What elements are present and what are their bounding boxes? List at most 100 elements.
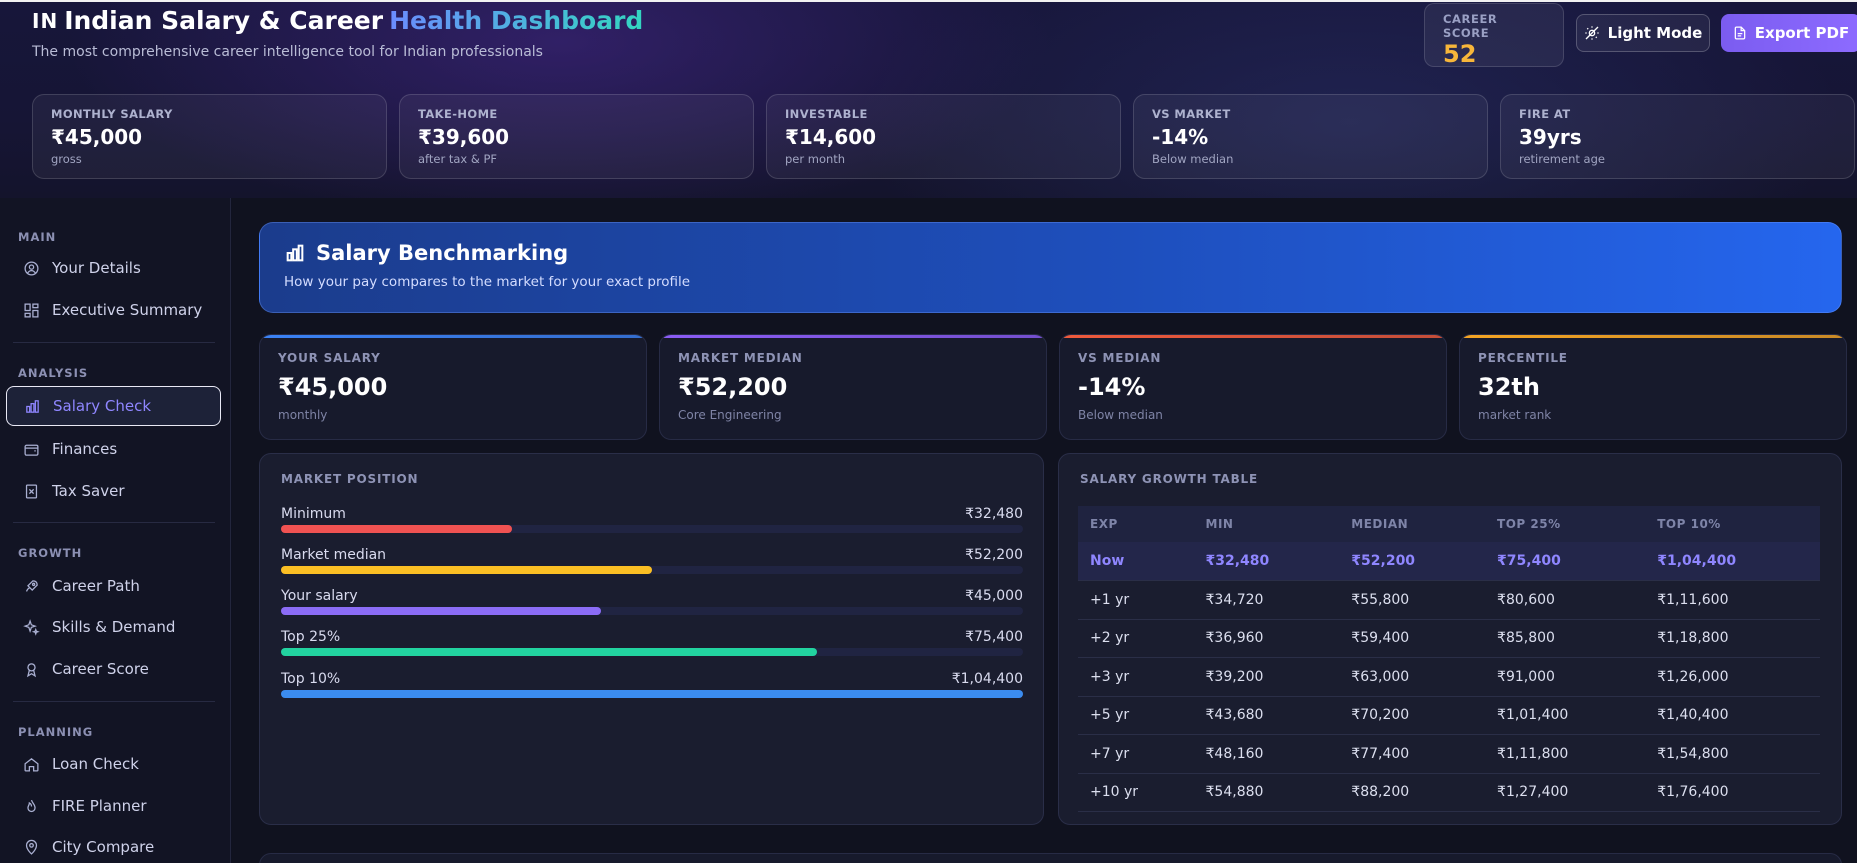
position-label: Minimum	[281, 506, 346, 522]
stat-vs-market: VS MARKET -14% Below median	[1133, 94, 1488, 179]
app-title: IN Indian Salary & Career Health Dashboa…	[32, 6, 643, 35]
table-cell: ₹1,76,400	[1645, 773, 1820, 812]
metric-percentile: PERCENTILE 32th market rank	[1459, 334, 1847, 440]
sidebar-item-label: Career Path	[52, 577, 140, 595]
file-icon	[1734, 26, 1746, 40]
position-amount: ₹75,400	[965, 629, 1023, 645]
career-score-label: CAREER SCORE	[1443, 12, 1498, 40]
india-flag-label: IN	[32, 8, 59, 33]
column-header: MEDIAN	[1339, 506, 1486, 542]
table-cell: ₹32,480	[1193, 542, 1340, 581]
sidebar-item-label: Skills & Demand	[52, 618, 176, 636]
position-label: Top 10%	[281, 671, 341, 687]
position-amount: ₹45,000	[965, 588, 1023, 604]
metric-label: PERCENTILE	[1478, 351, 1568, 365]
wallet-icon	[24, 444, 39, 456]
stat-label: MONTHLY SALARY	[51, 107, 173, 121]
dashboard-grid-icon	[24, 302, 39, 318]
sidebar-item-skills-demand[interactable]: Skills & Demand	[6, 607, 221, 647]
sidebar-item-your-details[interactable]: Your Details	[6, 248, 221, 288]
table-row: +10 yr ₹54,880 ₹88,200 ₹1,27,400 ₹1,76,400	[1078, 773, 1820, 812]
sidebar-item-label: FIRE Planner	[52, 797, 147, 815]
position-label: Top 25%	[281, 629, 341, 645]
table-cell: ₹52,200	[1339, 542, 1486, 581]
sidebar-item-label: Finances	[52, 440, 118, 458]
column-header: TOP 25%	[1485, 506, 1646, 542]
career-score-badge: CAREER SCORE 52	[1424, 3, 1564, 68]
sidebar-item-city-compare[interactable]: City Compare	[6, 827, 221, 863]
stat-value: ₹14,600	[785, 125, 877, 149]
table-cell: Now	[1078, 542, 1194, 581]
metric-label: MARKET MEDIAN	[678, 351, 803, 365]
sidebar-item-label: Loan Check	[52, 755, 139, 773]
metric-value: 32th	[1478, 373, 1540, 401]
metric-sub: market rank	[1478, 408, 1552, 422]
position-track	[281, 525, 1023, 533]
stat-label: FIRE AT	[1519, 107, 1571, 121]
table-row: Now ₹32,480 ₹52,200 ₹75,400 ₹1,04,400	[1078, 542, 1820, 581]
metric-value: -14%	[1078, 373, 1146, 401]
banner-title: Salary Benchmarking	[284, 241, 1817, 265]
sidebar-item-label: City Compare	[52, 838, 155, 856]
dashboard-header: IN Indian Salary & Career Health Dashboa…	[0, 0, 1857, 198]
table-row: +1 yr ₹34,720 ₹55,800 ₹80,600 ₹1,11,600	[1078, 580, 1820, 620]
column-header: MIN	[1193, 506, 1340, 542]
metric-sub: Below median	[1078, 408, 1163, 422]
table-cell: +5 yr	[1078, 696, 1194, 735]
stat-sub: Below median	[1152, 152, 1234, 166]
sidebar-item-fire-planner[interactable]: FIRE Planner	[6, 786, 221, 826]
stat-investable: INVESTABLE ₹14,600 per month	[766, 94, 1121, 179]
title-main: Indian Salary & Career	[64, 6, 384, 35]
sidebar-item-loan-check[interactable]: Loan Check	[6, 744, 221, 784]
table-cell: ₹91,000	[1485, 657, 1646, 697]
sidebar-item-executive-summary[interactable]: Executive Summary	[6, 290, 221, 330]
stat-sub: after tax & PF	[418, 152, 498, 166]
sidebar-item-career-score[interactable]: Career Score	[6, 649, 221, 689]
metric-sub: monthly	[278, 408, 328, 422]
sidebar-item-career-path[interactable]: Career Path	[6, 566, 221, 606]
stat-sub: retirement age	[1519, 152, 1605, 166]
position-track	[281, 690, 1023, 698]
title-accent: Health Dashboard	[389, 6, 644, 35]
market-position-row: Top 25% ₹75,400	[281, 629, 1023, 669]
metric-cards: YOUR SALARY ₹45,000 monthly MARKET MEDIA…	[259, 334, 1847, 440]
stat-fire-at: FIRE AT 39yrs retirement age	[1500, 94, 1855, 179]
stat-value: 39yrs	[1519, 125, 1582, 149]
panel-title: MARKET POSITION	[281, 472, 419, 486]
home-icon	[24, 757, 39, 772]
position-amount: ₹1,04,400	[951, 671, 1023, 687]
sidebar-item-label: Your Details	[52, 259, 141, 277]
sidebar-section-analysis: ANALYSIS	[18, 366, 89, 380]
metric-value: ₹45,000	[278, 373, 388, 401]
stat-value: ₹39,600	[418, 125, 510, 149]
export-pdf-button[interactable]: Export PDF	[1721, 14, 1857, 52]
banner-title-text: Salary Benchmarking	[316, 241, 569, 265]
table-row: +2 yr ₹36,960 ₹59,400 ₹85,800 ₹1,18,800	[1078, 619, 1820, 658]
market-position-panel: MARKET POSITION Minimum ₹32,480 Market med…	[259, 453, 1044, 825]
table-row: +7 yr ₹48,160 ₹77,400 ₹1,11,800 ₹1,54,800	[1078, 734, 1820, 774]
position-amount: ₹32,480	[965, 506, 1023, 522]
metric-accent-bar	[660, 335, 1046, 338]
sidebar-section-planning: PLANNING	[18, 725, 94, 739]
table-cell: ₹1,54,800	[1645, 734, 1820, 774]
table-cell: +2 yr	[1078, 619, 1194, 658]
main-content: Salary Benchmarking How your pay compare…	[232, 198, 1857, 863]
bar-chart-icon	[286, 244, 304, 262]
receipt-icon	[25, 483, 38, 499]
table-cell: ₹77,400	[1339, 734, 1486, 774]
position-fill-bar	[281, 690, 1023, 698]
sidebar-item-tax-saver[interactable]: Tax Saver	[6, 471, 221, 511]
table-cell: ₹1,18,800	[1645, 619, 1820, 658]
table-cell: ₹1,40,400	[1645, 696, 1820, 735]
summary-stats: MONTHLY SALARY ₹45,000 gross TAKE-HOME ₹…	[32, 94, 1855, 179]
sidebar-divider	[13, 522, 215, 523]
light-mode-button[interactable]: Light Mode	[1576, 14, 1710, 52]
table-body: Now ₹32,480 ₹52,200 ₹75,400 ₹1,04,400 +1 yr ₹3…	[1078, 542, 1820, 812]
table-cell: ₹55,800	[1339, 580, 1486, 620]
sidebar-item-finances[interactable]: Finances	[6, 429, 221, 469]
position-fill-bar	[281, 525, 512, 533]
sidebar-item-salary-check[interactable]: Salary Check	[6, 386, 221, 426]
map-pin-icon	[25, 839, 38, 855]
stat-label: VS MARKET	[1152, 107, 1231, 121]
sun-off-icon	[1585, 26, 1599, 40]
